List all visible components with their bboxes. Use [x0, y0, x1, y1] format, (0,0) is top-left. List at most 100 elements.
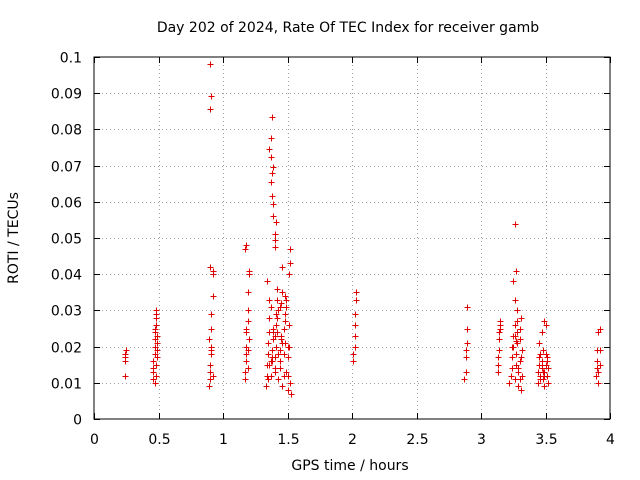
data-point [543, 322, 550, 329]
data-point [513, 338, 520, 345]
data-point [153, 322, 160, 329]
x-axis-label: GPS time / hours [291, 458, 408, 474]
data-point [537, 376, 544, 383]
data-point [518, 354, 525, 361]
data-point [461, 376, 468, 383]
y-tick-label: 0.03 [51, 304, 82, 320]
data-point [539, 329, 546, 336]
data-point [269, 170, 276, 177]
data-point [245, 289, 252, 296]
data-point [285, 354, 292, 361]
data-point [510, 278, 517, 285]
data-point [279, 383, 286, 390]
data-point [154, 333, 161, 340]
data-point [514, 307, 521, 314]
data-point [350, 351, 357, 358]
data-point [352, 333, 359, 340]
data-point [269, 347, 276, 354]
data-point [281, 326, 288, 333]
data-point [544, 358, 551, 365]
data-point [464, 340, 471, 347]
data-point [150, 365, 157, 372]
data-point [509, 354, 516, 361]
data-point [287, 246, 294, 253]
data-point [123, 347, 130, 354]
data-point [513, 268, 520, 275]
data-point [242, 246, 249, 253]
data-point [266, 362, 273, 369]
data-point [243, 351, 250, 358]
data-point [495, 362, 502, 369]
x-tick-label: 0.5 [148, 432, 170, 448]
data-point [353, 297, 360, 304]
data-point [153, 362, 160, 369]
data-point [285, 344, 292, 351]
data-point [279, 264, 286, 271]
data-point [463, 354, 470, 361]
y-tick-label: 0.07 [51, 160, 82, 176]
data-point [536, 340, 543, 347]
data-point [207, 362, 214, 369]
data-point [512, 297, 519, 304]
data-point [541, 318, 548, 325]
data-point [266, 315, 273, 322]
data-point [245, 347, 252, 354]
data-point [536, 354, 543, 361]
data-point [283, 297, 290, 304]
data-point [517, 326, 524, 333]
data-point [545, 365, 552, 372]
data-point [285, 373, 292, 380]
data-point [210, 373, 217, 380]
data-point [517, 376, 524, 383]
data-point [286, 271, 293, 278]
x-tick-label: 3 [477, 432, 486, 448]
data-point [246, 268, 253, 275]
y-tick-label: 0.06 [51, 196, 82, 212]
data-point [541, 373, 548, 380]
data-point [287, 260, 294, 267]
data-point [246, 336, 253, 343]
data-point [210, 268, 217, 275]
data-point [154, 340, 161, 347]
data-point [273, 219, 280, 226]
data-point [272, 237, 279, 244]
data-point [512, 221, 519, 228]
data-point [272, 231, 279, 238]
data-point [272, 244, 279, 251]
data-point [206, 336, 213, 343]
data-point [464, 326, 471, 333]
data-point [265, 376, 272, 383]
y-tick-label: 0.05 [51, 232, 82, 248]
data-point [517, 358, 524, 365]
data-point [496, 336, 503, 343]
data-point [275, 351, 282, 358]
data-point [274, 329, 281, 336]
data-point [496, 329, 503, 336]
data-point [273, 311, 280, 318]
data-point [539, 362, 546, 369]
data-point [208, 347, 215, 354]
data-point [506, 380, 513, 387]
data-point [352, 344, 359, 351]
x-tick-label: 1.5 [277, 432, 299, 448]
data-point [206, 383, 213, 390]
data-point [353, 289, 360, 296]
data-point [150, 358, 157, 365]
data-point [153, 311, 160, 318]
data-point [509, 365, 516, 372]
data-point [150, 376, 157, 383]
data-point [352, 311, 359, 318]
data-point [540, 347, 547, 354]
data-point [270, 213, 277, 220]
data-point [537, 351, 544, 358]
data-point [273, 344, 280, 351]
data-point [274, 297, 281, 304]
data-point [272, 333, 279, 340]
data-point [245, 307, 252, 314]
data-point [208, 326, 215, 333]
data-point [545, 380, 552, 387]
data-point [207, 376, 214, 383]
data-point [514, 329, 521, 336]
tick-layer: 0 0.5 1 1.5 2 2.5 3 3.5 4 0 0.01 0.02 0.03 0.04 0.05 0.… [51, 51, 615, 449]
